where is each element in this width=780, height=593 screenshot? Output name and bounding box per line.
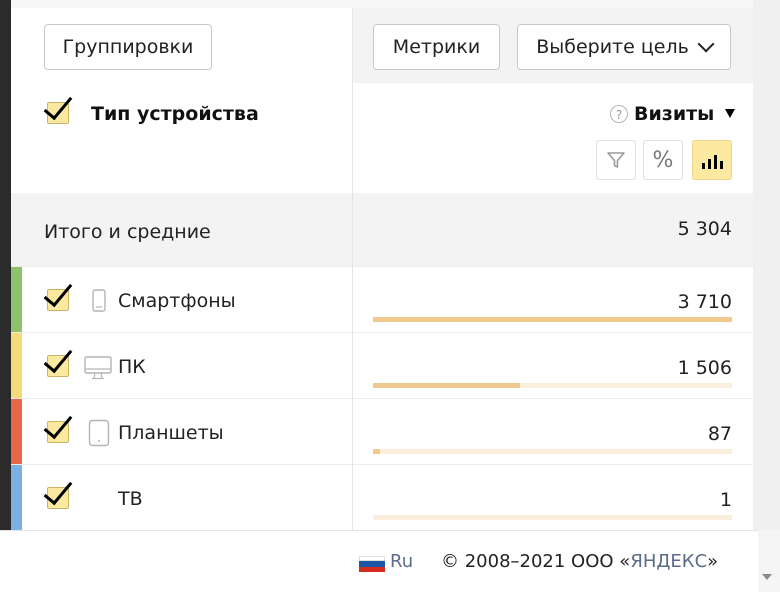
report-table: Группировки Метрики Выберите цель Тип ус… <box>11 8 753 531</box>
goal-select[interactable]: Выберите цель <box>517 24 731 70</box>
checkmark-icon <box>43 276 73 308</box>
checkmark-icon <box>43 474 73 506</box>
row-value: 1 <box>719 489 732 511</box>
scroll-down-arrow-icon[interactable] <box>762 574 772 580</box>
language-switch-link[interactable]: Ru <box>390 551 414 572</box>
header-metric-cell <box>353 83 753 193</box>
row-share-fill <box>373 383 521 388</box>
row-value: 3 710 <box>677 291 732 313</box>
sort-desc-icon[interactable] <box>725 109 735 118</box>
row-value: 1 506 <box>677 357 732 379</box>
row-color-marker <box>11 465 22 531</box>
right-edge-strip <box>753 0 780 530</box>
row-share-fill <box>373 317 732 322</box>
row-share-bar <box>373 317 732 322</box>
table-row[interactable]: Смартфоны 3 710 <box>11 266 753 333</box>
filter-icon <box>607 152 625 168</box>
groupings-button[interactable]: Группировки <box>44 24 212 70</box>
copyright-text: © 2008–2021 ООО «ЯНДЕКС» <box>441 551 718 572</box>
table-header: Тип устройства ? Визиты % <box>11 83 753 193</box>
copyright-suffix: » <box>707 551 719 572</box>
table-row[interactable]: ПК 1 506 <box>11 332 753 399</box>
left-edge-strip <box>0 0 11 530</box>
row-checkbox[interactable] <box>43 342 73 377</box>
smartphone-icon <box>92 289 106 312</box>
row-checkbox[interactable] <box>43 408 73 443</box>
row-label: Планшеты <box>118 422 224 444</box>
desktop-icon <box>84 356 112 380</box>
percent-button[interactable]: % <box>643 140 683 180</box>
row-share-bar <box>373 515 732 520</box>
checkmark-icon <box>43 89 73 121</box>
copyright-prefix: © 2008–2021 ООО « <box>441 551 631 572</box>
row-color-marker <box>11 267 22 333</box>
yandex-link[interactable]: ЯНДЕКС <box>630 551 708 572</box>
totals-value: 5 304 <box>677 218 732 240</box>
row-checkbox[interactable] <box>43 276 73 311</box>
row-share-fill <box>373 449 381 454</box>
row-label: ПК <box>118 356 146 378</box>
dimension-title: Тип устройства <box>91 103 259 125</box>
checkmark-icon <box>43 408 73 440</box>
row-checkbox[interactable] <box>43 474 73 509</box>
column-divider <box>352 8 353 530</box>
chevron-down-icon <box>697 35 715 53</box>
tablet-icon <box>88 419 110 447</box>
table-row[interactable]: Планшеты 87 <box>11 398 753 465</box>
row-value: 87 <box>707 423 732 445</box>
metrics-button[interactable]: Метрики <box>373 24 500 70</box>
russian-flag-icon <box>359 556 385 572</box>
row-label: ТВ <box>118 488 143 510</box>
percent-icon: % <box>652 147 674 173</box>
table-toolbar: Группировки Метрики Выберите цель <box>11 8 753 83</box>
row-label: Смартфоны <box>118 290 236 312</box>
bar-view-button[interactable] <box>692 140 732 180</box>
scrollbar-track[interactable] <box>758 530 780 592</box>
filter-button[interactable] <box>596 140 636 180</box>
checkmark-icon <box>43 342 73 374</box>
bar-chart-icon <box>702 155 723 169</box>
goal-select-label: Выберите цель <box>536 36 689 58</box>
top-gap <box>11 0 753 8</box>
row-share-bar <box>373 383 732 388</box>
help-icon[interactable]: ? <box>610 105 628 123</box>
totals-row: Итого и средние 5 304 <box>11 193 753 266</box>
metric-sort-header[interactable]: Визиты <box>634 103 715 125</box>
select-all-checkbox[interactable] <box>43 89 73 124</box>
table-row[interactable]: ТВ 1 <box>11 464 753 531</box>
row-color-marker <box>11 399 22 465</box>
row-share-bar <box>373 449 732 454</box>
totals-label: Итого и средние <box>44 221 211 243</box>
row-color-marker <box>11 333 22 399</box>
